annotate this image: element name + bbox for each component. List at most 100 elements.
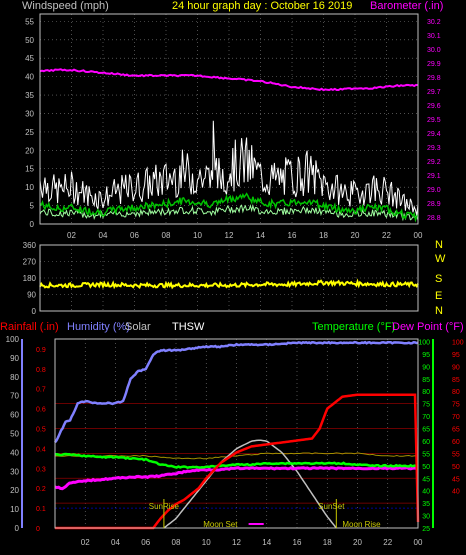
wind-x-tick-label: 06	[130, 231, 139, 240]
barometer-tick-label: 29.8	[427, 75, 441, 82]
temperature-tick-label: 70	[422, 414, 430, 421]
solar-line	[163, 439, 337, 529]
rainfall-tick-label: 0	[36, 526, 40, 533]
wind-x-tick-label: 20	[351, 231, 360, 240]
compass-s: S	[435, 273, 442, 285]
compass-labels: N W S E N	[435, 239, 446, 317]
compass-e: E	[435, 290, 442, 302]
rainfall-tick-label: 0.9	[36, 347, 46, 354]
astro-markers: SunRise SunSet Moon Set Moon Rise	[149, 499, 381, 529]
moonrise-label: Moon Rise	[342, 520, 381, 529]
wind-tick-label: 50	[25, 36, 34, 45]
direction-tick-label: 360	[23, 241, 37, 250]
compass-n-top: N	[435, 239, 443, 251]
bottom-x-tick-label: 00	[414, 538, 423, 547]
bottom-x-tick-label: 20	[353, 538, 362, 547]
wind-series	[39, 68, 419, 223]
dewpoint-tick-label: 45	[452, 476, 460, 483]
thsw-title: THSW	[172, 321, 205, 333]
humidity-tick-label: 100	[6, 335, 20, 344]
humidity-title: Humidity (%)	[67, 321, 130, 333]
bottom-x-tick-label: 04	[111, 538, 120, 547]
wind-title: Windspeed (mph)	[22, 0, 109, 12]
graph-title: 24 hour graph day : October 16 2019	[172, 0, 352, 12]
dewpoint-tick-label: 95	[452, 352, 460, 359]
bottom-x-axis: 02 04 06 08 10 12 14 16 18 20 22 00	[81, 538, 423, 547]
wind-tick-label: 10	[25, 183, 34, 192]
bottom-x-tick-label: 10	[202, 538, 211, 547]
wind-x-tick-label: 04	[99, 231, 108, 240]
bottom-x-tick-label: 18	[323, 538, 332, 547]
barometer-tick-label: 29.2	[427, 159, 441, 166]
dewpoint-tick-label: 100	[452, 339, 464, 346]
solar-title: Solar	[125, 321, 151, 333]
direction-tick-label: 180	[23, 274, 37, 283]
wind-x-tick-label: 00	[414, 231, 423, 240]
bottom-x-tick-label: 08	[172, 538, 181, 547]
direction-tick-label: 0	[32, 307, 37, 316]
sunrise-label: SunRise	[149, 502, 180, 511]
bottom-x-tick-label: 16	[293, 538, 302, 547]
wind-avg-line	[39, 192, 419, 223]
thsw-line	[55, 452, 419, 460]
direction-plot-frame	[39, 244, 419, 312]
barometer-tick-label: 30.1	[427, 33, 441, 40]
compass-n-bottom: N	[435, 305, 443, 317]
bottom-x-tick-label: 12	[232, 538, 241, 547]
temperature-tick-label: 60	[422, 439, 430, 446]
rainfall-tick-label: 0.5	[36, 427, 46, 434]
humidity-tick-label: 40	[10, 448, 19, 457]
temperature-tick-label: 75	[422, 402, 430, 409]
wind-x-tick-label: 22	[382, 231, 391, 240]
temperature-line	[54, 452, 419, 470]
dewpoint-tick-label: 50	[452, 464, 460, 471]
barometer-title: Barometer (.in)	[370, 0, 443, 12]
temperature-tick-label: 35	[422, 501, 430, 508]
wind-plot-frame	[39, 13, 419, 225]
wind-tick-label: 30	[25, 109, 34, 118]
wind-tick-label: 15	[25, 165, 34, 174]
humidity-tick-label: 20	[10, 486, 19, 495]
bottom-y-axes: 0 10 20 30 40 50 60 70 80 90 100 0 0.1 0.2 0.3 0.4 0.5 0.…	[6, 335, 464, 533]
wind-tick-label: 45	[25, 54, 34, 63]
wind-tick-label: 5	[30, 202, 35, 211]
moonset-label: Moon Set	[203, 520, 238, 529]
wind-x-axis: 02 04 06 08 10 12 14 16 18 20 22 00	[67, 231, 423, 240]
temperature-tick-label: 100	[418, 339, 430, 346]
barometer-tick-label: 29.0	[427, 187, 441, 194]
direction-tick-label: 90	[27, 291, 36, 300]
wind-x-tick-label: 18	[319, 231, 328, 240]
sunset-label: SunSet	[318, 502, 345, 511]
bottom-x-tick-label: 22	[383, 538, 392, 547]
barometer-line	[39, 68, 419, 92]
humidity-tick-label: 0	[15, 524, 20, 533]
barometer-tick-label: 28.8	[427, 215, 441, 222]
wind-x-tick-label: 10	[193, 231, 202, 240]
barometer-tick-label: 29.6	[427, 103, 441, 110]
direction-tick-label: 270	[23, 258, 37, 267]
wind-tick-label: 25	[25, 128, 34, 137]
compass-w: W	[435, 253, 446, 265]
dewpoint-tick-label: 70	[452, 414, 460, 421]
wind-direction-line	[39, 278, 419, 290]
dewpoint-tick-label: 40	[452, 489, 460, 496]
bottom-x-tick-label: 06	[141, 538, 150, 547]
temperature-tick-label: 25	[422, 526, 430, 533]
wind-tick-label: 0	[30, 220, 35, 229]
wind-tick-label: 40	[25, 73, 34, 82]
dewpoint-tick-label: 80	[452, 389, 460, 396]
dewpoint-line	[54, 466, 419, 491]
humidity-tick-label: 90	[10, 354, 19, 363]
rainfall-tick-label: 0.2	[36, 486, 46, 493]
direction-y-axis: 0 90 180 270 360	[23, 241, 37, 316]
humidity-tick-label: 30	[10, 467, 19, 476]
temperature-tick-label: 65	[422, 427, 430, 434]
barometer-y-axis: 28.8 28.9 29.0 29.1 29.2 29.3 29.4 29.5 29.6 29.7…	[427, 19, 441, 222]
dewpoint-tick-label: 65	[452, 427, 460, 434]
bottom-x-tick-label: 02	[81, 538, 90, 547]
humidity-tick-label: 10	[10, 505, 19, 514]
wind-tick-label: 35	[25, 91, 34, 100]
humidity-tick-label: 80	[10, 373, 19, 382]
wind-gust-line	[39, 120, 419, 216]
temperature-tick-label: 40	[422, 489, 430, 496]
